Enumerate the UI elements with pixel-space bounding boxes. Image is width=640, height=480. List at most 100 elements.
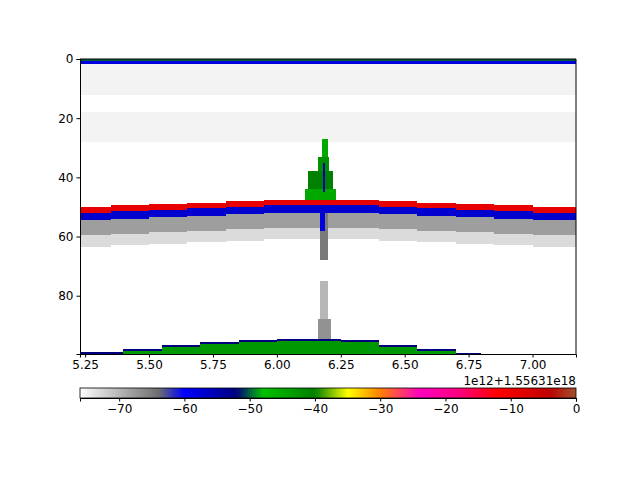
cell — [379, 201, 417, 207]
cell — [417, 216, 455, 231]
chart: 5.255.505.756.006.256.506.757.0002040608… — [0, 0, 640, 480]
cell — [341, 228, 379, 240]
cell — [187, 231, 225, 243]
x-tick-mark — [85, 354, 86, 358]
cell — [379, 345, 417, 347]
colorbar-tick: −60 — [172, 398, 197, 416]
x-tick: 5.75 — [200, 354, 227, 372]
colorbar-tick: −10 — [499, 398, 524, 416]
colorbar — [80, 388, 576, 398]
cell — [456, 210, 494, 217]
x-tick-mark — [469, 354, 470, 358]
cell — [239, 340, 277, 342]
x-tick: 6.50 — [392, 354, 419, 372]
cell — [533, 235, 576, 247]
y-tick-mark — [77, 177, 81, 178]
y-tick: 80 — [58, 289, 80, 303]
colorbar-tick-label: −30 — [368, 402, 393, 416]
y-tick-label: 20 — [58, 112, 73, 126]
y-tick-mark — [77, 237, 81, 238]
offset-text: 1e12+1.55631e18 — [463, 374, 576, 388]
colorbar-tick-label: −70 — [107, 402, 132, 416]
cell — [302, 200, 340, 206]
y-tick-label: 80 — [58, 289, 73, 303]
cell — [80, 59, 576, 61]
cell — [277, 341, 341, 354]
cell — [200, 344, 238, 354]
colorbar-tick-mark — [445, 398, 446, 402]
cell — [80, 352, 123, 354]
cell — [341, 342, 379, 354]
cell — [264, 228, 302, 240]
cell — [149, 232, 187, 244]
cell — [162, 347, 200, 354]
y-tick-label: 60 — [58, 230, 73, 244]
y-tick-label: 40 — [58, 171, 73, 185]
colorbar-tick-mark — [380, 398, 381, 402]
cell — [456, 353, 482, 354]
cell — [379, 229, 417, 241]
x-tick: 6.25 — [328, 354, 355, 372]
x-tick-mark — [533, 354, 534, 358]
cell — [239, 342, 277, 354]
x-tick: 7.00 — [520, 354, 547, 372]
cell — [379, 214, 417, 229]
colorbar-tick: −20 — [433, 398, 458, 416]
cell — [187, 208, 225, 215]
colorbar-tick-label: −40 — [303, 402, 328, 416]
colorbar-tick: −50 — [238, 398, 263, 416]
y-tick-mark — [77, 118, 81, 119]
y-tick: 0 — [66, 52, 80, 66]
y-tick: 20 — [58, 112, 80, 126]
cell — [323, 163, 326, 193]
colorbar-tick: −40 — [303, 398, 328, 416]
cell — [162, 345, 200, 347]
cell — [533, 207, 576, 213]
cell — [341, 213, 379, 228]
cell — [494, 234, 532, 246]
cell — [341, 205, 379, 212]
cell — [80, 235, 111, 247]
colorbar-tick-mark — [315, 398, 316, 402]
cell — [341, 200, 379, 206]
y-tick-label: 0 — [66, 52, 74, 66]
colorbar-tick-label: −50 — [238, 402, 263, 416]
cell — [264, 205, 302, 212]
cells — [80, 59, 576, 354]
x-tick-mark — [405, 354, 406, 358]
y-tick: 60 — [58, 230, 80, 244]
cell — [111, 205, 149, 211]
cell — [417, 351, 455, 354]
frame-top — [80, 59, 576, 60]
cell — [80, 220, 111, 235]
cell — [226, 229, 264, 241]
cell — [533, 220, 576, 235]
cell — [123, 351, 161, 354]
cell — [305, 189, 336, 199]
colorbar-tick-label: −60 — [172, 402, 197, 416]
y-tick-mark — [77, 59, 81, 60]
colorbar-tick-mark — [184, 398, 185, 402]
cell — [456, 232, 494, 244]
colorbar-tick-mark — [119, 398, 120, 402]
x-tick-label: 5.25 — [72, 358, 99, 372]
colorbar-tick: −30 — [368, 398, 393, 416]
cell — [277, 339, 341, 341]
x-tick: 6.75 — [456, 354, 483, 372]
y-tick: 40 — [58, 171, 80, 185]
cell — [320, 213, 325, 231]
colorbar-tick-mark — [576, 398, 577, 402]
cell — [264, 200, 302, 206]
cell — [379, 347, 417, 354]
cell — [80, 64, 576, 95]
colorbar-tick: 0 — [573, 398, 581, 416]
x-tick-label: 5.50 — [136, 358, 163, 372]
cell — [308, 171, 334, 189]
x-tick-label: 7.00 — [520, 358, 547, 372]
cell — [494, 219, 532, 234]
cell — [200, 342, 238, 344]
cell — [187, 203, 225, 209]
cell — [226, 214, 264, 229]
cell — [149, 210, 187, 217]
x-tick: 5.25 — [72, 354, 99, 372]
